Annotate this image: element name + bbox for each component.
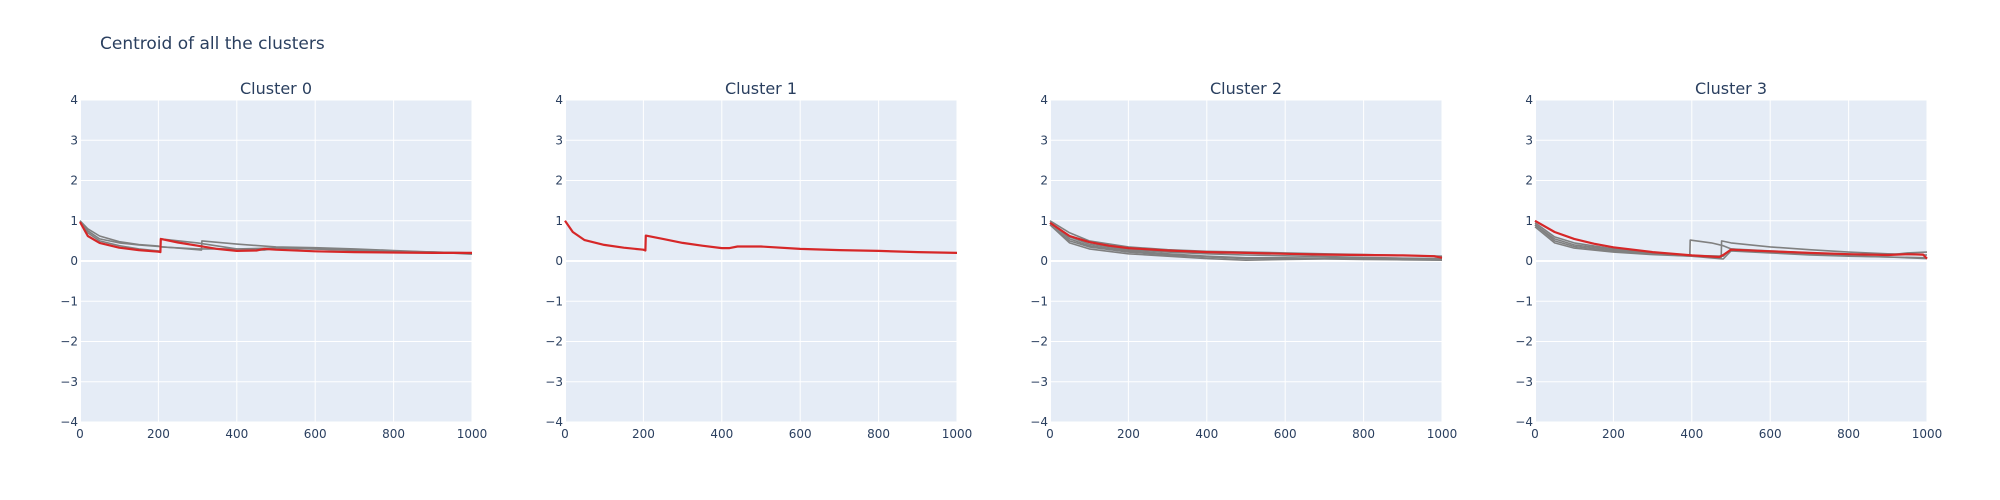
y-tick-label: −1 [545, 294, 563, 308]
y-tick-label: 0 [70, 254, 78, 268]
x-tick-label: 200 [147, 427, 170, 441]
y-tick-label: 4 [70, 93, 78, 107]
y-tick-label: −3 [1515, 375, 1533, 389]
y-tick-label: −4 [60, 415, 78, 429]
y-tick-label: 3 [555, 133, 563, 147]
y-tick-label: −3 [1030, 375, 1048, 389]
y-tick-label: 4 [1040, 93, 1048, 107]
centroid-line [1049, 221, 1443, 259]
page-title: Centroid of all the clusters [100, 34, 325, 54]
y-tick-label: 1 [1040, 214, 1048, 228]
y-tick-label: −2 [60, 335, 78, 349]
y-tick-label: 1 [555, 214, 563, 228]
x-tick-label: 400 [710, 427, 733, 441]
y-tick-label: 4 [1525, 93, 1533, 107]
subplot-title: Cluster 0 [240, 79, 312, 98]
y-tick-label: 0 [1525, 254, 1533, 268]
x-tick-label: 600 [1274, 427, 1297, 441]
x-tick-label: 800 [867, 427, 890, 441]
x-tick-label: 200 [1602, 427, 1625, 441]
x-tick-label: 600 [1759, 427, 1782, 441]
y-tick-label: 3 [1525, 133, 1533, 147]
centroid-line [1534, 219, 1928, 260]
y-tick-label: 1 [70, 214, 78, 228]
member-line-2 [79, 221, 473, 254]
y-tick-label: 3 [70, 133, 78, 147]
y-tick-label: −4 [545, 415, 563, 429]
x-tick-label: 0 [76, 427, 84, 441]
y-tick-label: −1 [1030, 294, 1048, 308]
y-tick-label: 4 [555, 93, 563, 107]
cluster-panel-1: 0 200 400 600 800 1000 −4 −3 −2 −1 0 1 2 3 4 Cluster 1 [545, 79, 972, 441]
cluster-panel-2: 0 200 400 600 800 1000 −4 −3 −2 −1 0 1 2 3 4 Cluster 2 [1030, 79, 1457, 441]
subplot-title: Cluster 1 [725, 79, 797, 98]
cluster-panel-3: 0 200 400 600 800 1000 −4 −3 −2 −1 0 1 2 3 4 Cluster 3 [1515, 79, 1942, 441]
x-tick-label: 0 [1531, 427, 1539, 441]
x-tick-label: 600 [304, 427, 327, 441]
x-tick-label: 0 [561, 427, 569, 441]
x-tick-label: 1000 [1427, 427, 1458, 441]
subplot-title: Cluster 3 [1695, 79, 1767, 98]
y-tick-label: 0 [555, 254, 563, 268]
y-tick-label: −4 [1515, 415, 1533, 429]
x-tick-label: 800 [382, 427, 405, 441]
y-tick-label: −1 [60, 294, 78, 308]
y-tick-label: 2 [1525, 174, 1533, 188]
y-tick-label: −3 [545, 375, 563, 389]
x-tick-label: 600 [789, 427, 812, 441]
y-tick-label: 2 [555, 174, 563, 188]
y-tick-label: −2 [1030, 335, 1048, 349]
x-tick-label: 200 [632, 427, 655, 441]
cluster-panel-0: 0 200 400 600 800 1000 −4 −3 −2 −1 0 1 2 3 4 Cluster 0 [60, 79, 487, 441]
y-tick-label: 0 [1040, 254, 1048, 268]
y-tick-label: −4 [1030, 415, 1048, 429]
y-tick-label: 2 [1040, 174, 1048, 188]
x-tick-label: 0 [1046, 427, 1054, 441]
y-tick-label: 1 [1525, 214, 1533, 228]
x-tick-label: 200 [1117, 427, 1140, 441]
member-line-4 [1049, 222, 1443, 260]
x-tick-label: 800 [1837, 427, 1860, 441]
centroid-line [79, 221, 472, 254]
y-tick-label: −3 [60, 375, 78, 389]
x-tick-label: 1000 [457, 427, 488, 441]
x-tick-label: 1000 [942, 427, 973, 441]
y-tick-label: −2 [545, 335, 563, 349]
x-tick-label: 400 [1195, 427, 1218, 441]
subplot-title: Cluster 2 [1210, 79, 1282, 98]
centroid-line [564, 220, 958, 254]
y-tick-label: −2 [1515, 335, 1533, 349]
member-line-3 [1534, 224, 1928, 260]
x-tick-label: 400 [225, 427, 248, 441]
x-tick-label: 400 [1680, 427, 1703, 441]
member-line-1 [1534, 226, 1928, 259]
y-tick-label: 2 [70, 174, 78, 188]
member-line-3 [1049, 224, 1443, 261]
y-tick-label: −1 [1515, 294, 1533, 308]
y-tick-label: 3 [1040, 133, 1048, 147]
x-tick-label: 800 [1352, 427, 1375, 441]
x-tick-label: 1000 [1912, 427, 1943, 441]
